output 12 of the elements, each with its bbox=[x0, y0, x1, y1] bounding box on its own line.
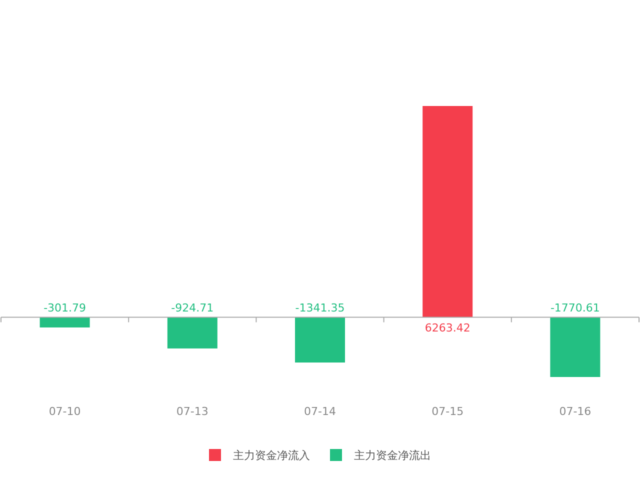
x-tick-label: 07-16 bbox=[559, 405, 592, 418]
x-tick-label: 07-13 bbox=[176, 405, 208, 418]
x-tick-label: 07-14 bbox=[304, 405, 336, 418]
data-label: -924.71 bbox=[171, 301, 214, 314]
data-label: 6263.42 bbox=[424, 321, 470, 334]
x-tick-label: 07-10 bbox=[48, 405, 81, 418]
data-label: -1341.35 bbox=[295, 301, 345, 314]
legend-label: 主力资金净流入 bbox=[233, 449, 310, 462]
data-label: -301.79 bbox=[44, 301, 86, 314]
data-label: -1770.61 bbox=[550, 301, 600, 314]
legend-label: 主力资金净流出 bbox=[354, 449, 431, 462]
x-tick-label: 07-15 bbox=[432, 405, 464, 418]
